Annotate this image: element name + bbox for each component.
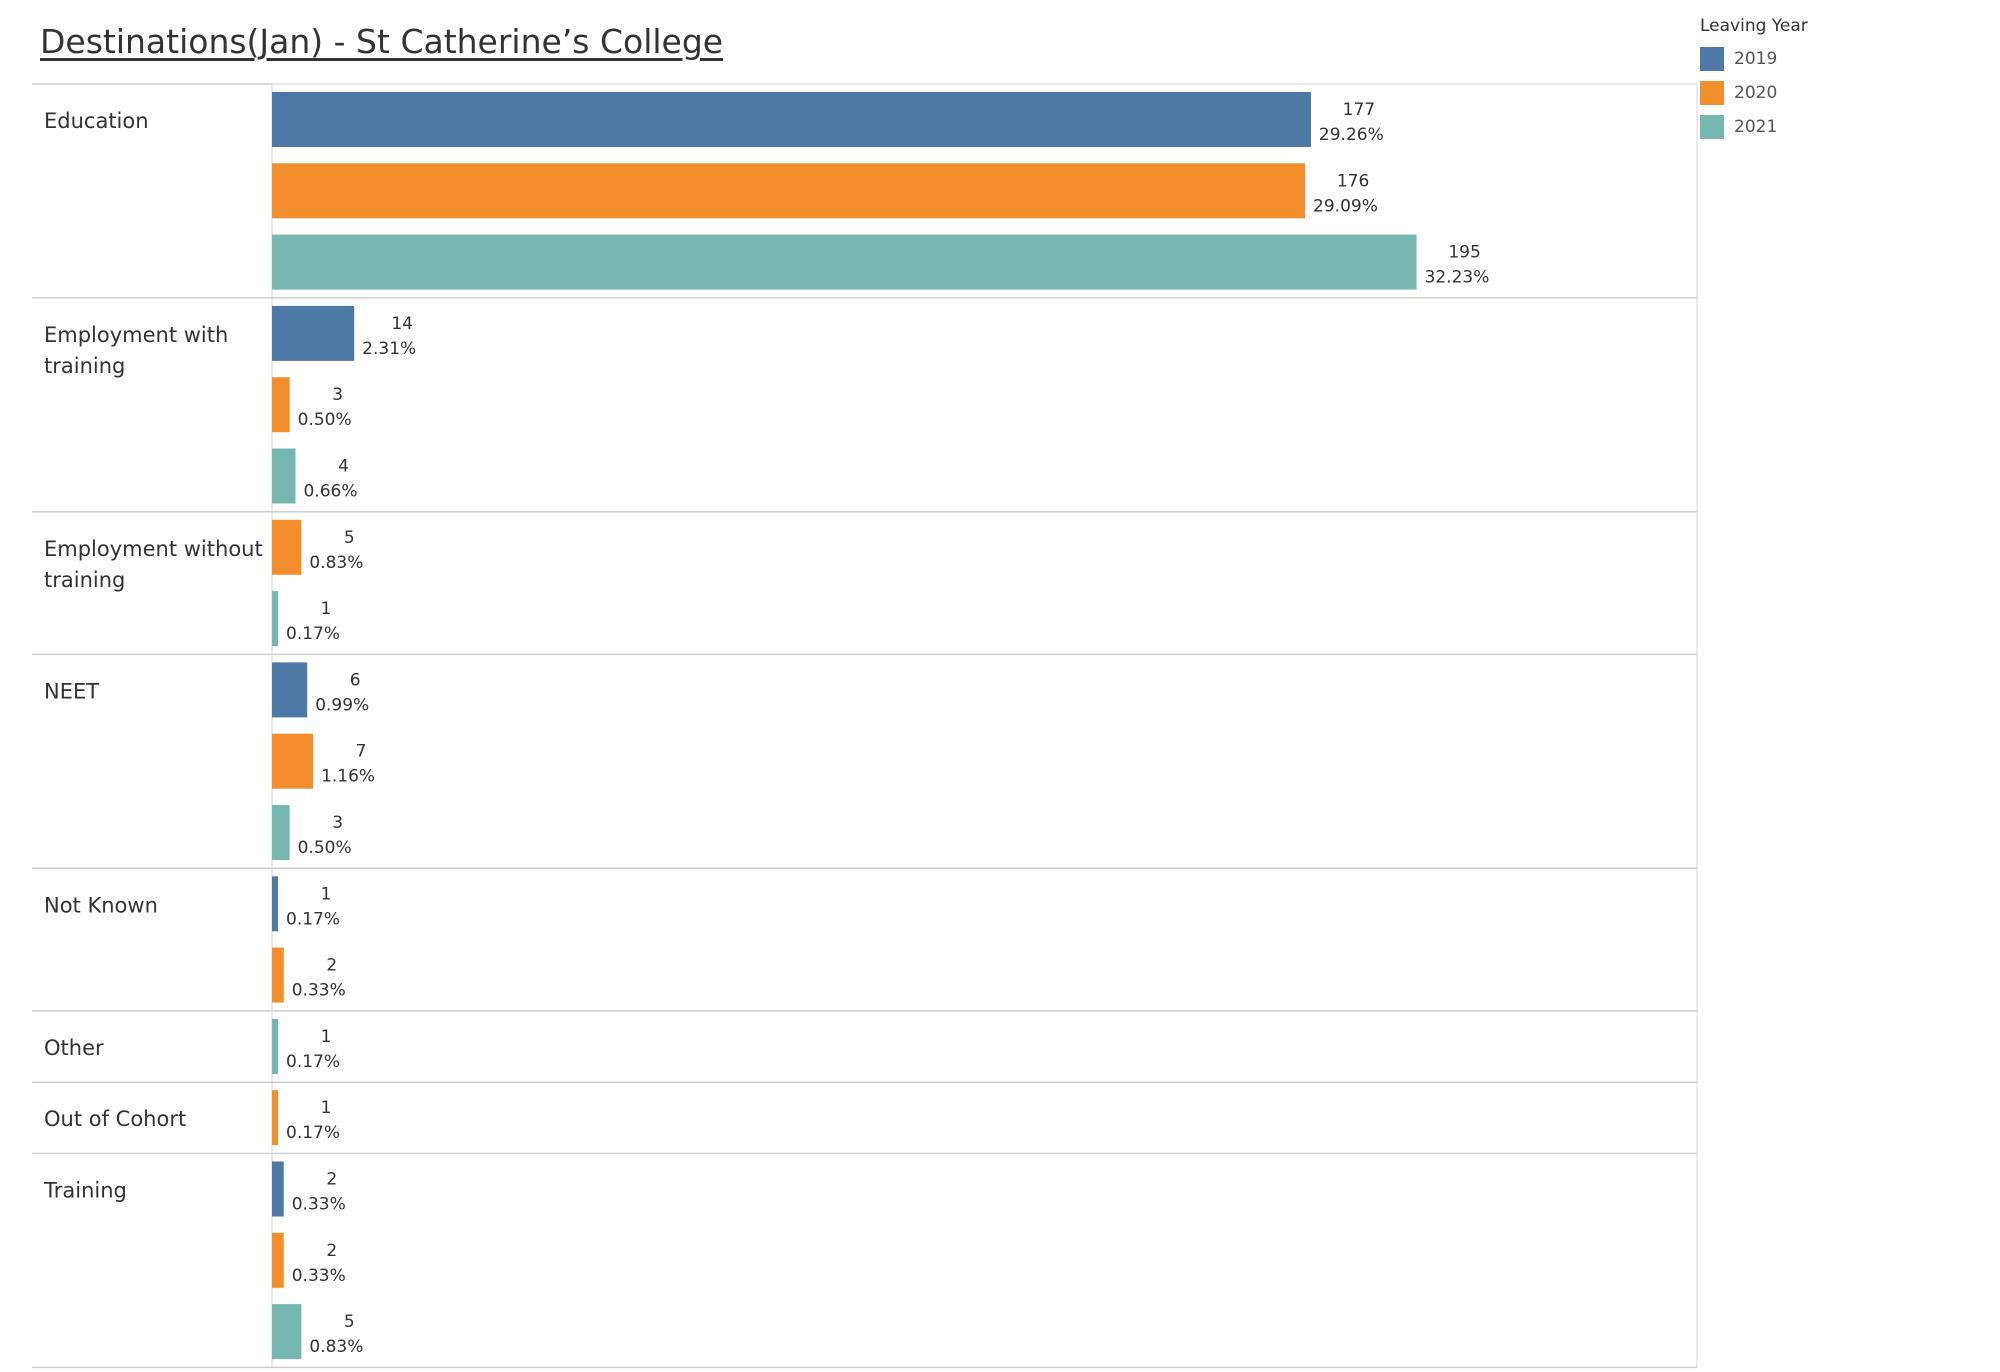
value-label-training-2020: 2 — [326, 1241, 337, 1261]
bar-employment-with-training-2020 — [272, 377, 290, 433]
pct-label-neet-2019: 0.99% — [315, 695, 369, 715]
pct-label-neet-2020: 1.16% — [321, 767, 375, 787]
bar-training-2019 — [272, 1161, 284, 1217]
pct-label-education-2019: 29.26% — [1319, 125, 1384, 145]
pct-label-education-2020: 29.09% — [1313, 196, 1378, 216]
value-label-neet-2021: 3 — [332, 813, 343, 833]
category-label-education: Education — [44, 109, 149, 133]
bar-neet-2020 — [272, 733, 314, 789]
value-label-education-2020: 176 — [1337, 171, 1369, 191]
legend-item-2020[interactable]: 2020 — [1700, 76, 1808, 110]
pct-label-not-known-2020: 0.33% — [292, 981, 346, 1001]
value-label-employment-with-training-2019: 14 — [391, 314, 413, 334]
value-label-education-2019: 177 — [1343, 100, 1375, 120]
pct-label-employment-without-training-2020: 0.83% — [309, 553, 363, 573]
legend-swatch-2020 — [1700, 81, 1724, 105]
pct-label-training-2020: 0.33% — [292, 1266, 346, 1286]
legend-label-2019: 2019 — [1734, 49, 1778, 69]
value-label-neet-2019: 6 — [350, 670, 361, 690]
category-label-employment-with-training: training — [44, 354, 125, 378]
bar-neet-2019 — [272, 662, 308, 718]
legend-label-2020: 2020 — [1734, 83, 1778, 103]
chart-title: Destinations(Jan) - St Catherine’s Colle… — [40, 22, 724, 61]
pct-label-training-2021: 0.83% — [309, 1337, 363, 1357]
category-label-other: Other — [44, 1036, 104, 1060]
pct-label-employment-with-training-2021: 0.66% — [303, 482, 357, 502]
pct-label-employment-without-training-2021: 0.17% — [286, 624, 340, 644]
value-label-employment-with-training-2021: 4 — [338, 457, 349, 477]
bar-employment-with-training-2021 — [272, 448, 296, 504]
bar-training-2021 — [272, 1304, 302, 1360]
value-label-training-2019: 2 — [326, 1170, 337, 1190]
bar-employment-without-training-2021 — [272, 591, 278, 647]
legend[interactable]: Leaving Year 2019 2020 2021 — [1700, 16, 1808, 144]
pct-label-not-known-2019: 0.17% — [286, 909, 340, 929]
value-label-employment-without-training-2020: 5 — [344, 528, 355, 548]
category-label-training: Training — [43, 1179, 127, 1203]
legend-item-2021[interactable]: 2021 — [1700, 110, 1808, 144]
legend-swatch-2021 — [1700, 115, 1724, 139]
value-label-training-2021: 5 — [344, 1312, 355, 1332]
value-label-out-of-cohort-2020: 1 — [321, 1098, 332, 1118]
value-label-education-2021: 195 — [1448, 243, 1480, 263]
bar-training-2020 — [272, 1232, 284, 1288]
legend-item-2019[interactable]: 2019 — [1700, 42, 1808, 76]
pct-label-out-of-cohort-2020: 0.17% — [286, 1123, 340, 1143]
bar-employment-without-training-2020 — [272, 519, 302, 575]
bar-not-known-2020 — [272, 947, 284, 1003]
category-label-out-of-cohort: Out of Cohort — [44, 1107, 186, 1131]
bar-employment-with-training-2019 — [272, 305, 355, 361]
value-label-not-known-2020: 2 — [326, 956, 337, 976]
bar-not-known-2019 — [272, 876, 278, 932]
pct-label-neet-2021: 0.50% — [298, 838, 352, 858]
legend-label-2021: 2021 — [1734, 117, 1778, 137]
category-label-employment-without-training: training — [44, 568, 125, 592]
value-label-neet-2020: 7 — [356, 742, 367, 762]
bar-education-2021 — [272, 234, 1417, 290]
value-label-employment-without-training-2021: 1 — [321, 599, 332, 619]
category-label-not-known: Not Known — [44, 893, 158, 917]
category-label-employment-without-training: Employment without — [44, 537, 263, 561]
pct-label-training-2019: 0.33% — [292, 1195, 346, 1215]
category-label-employment-with-training: Employment with — [44, 323, 228, 347]
bar-neet-2021 — [272, 805, 290, 860]
value-label-not-known-2019: 1 — [321, 884, 332, 904]
value-label-employment-with-training-2020: 3 — [332, 385, 343, 405]
bar-out-of-cohort-2020 — [272, 1090, 278, 1146]
pct-label-employment-with-training-2019: 2.31% — [362, 339, 416, 359]
bar-other-2021 — [272, 1018, 278, 1074]
bar-education-2019 — [272, 92, 1311, 147]
value-label-other-2021: 1 — [321, 1027, 332, 1047]
pct-label-employment-with-training-2020: 0.50% — [298, 410, 352, 430]
legend-title: Leaving Year — [1700, 16, 1808, 36]
bar-education-2020 — [272, 163, 1306, 219]
legend-swatch-2019 — [1700, 47, 1724, 71]
pct-label-other-2021: 0.17% — [286, 1052, 340, 1072]
category-label-neet: NEET — [44, 679, 99, 703]
pct-label-education-2021: 32.23% — [1425, 268, 1490, 288]
